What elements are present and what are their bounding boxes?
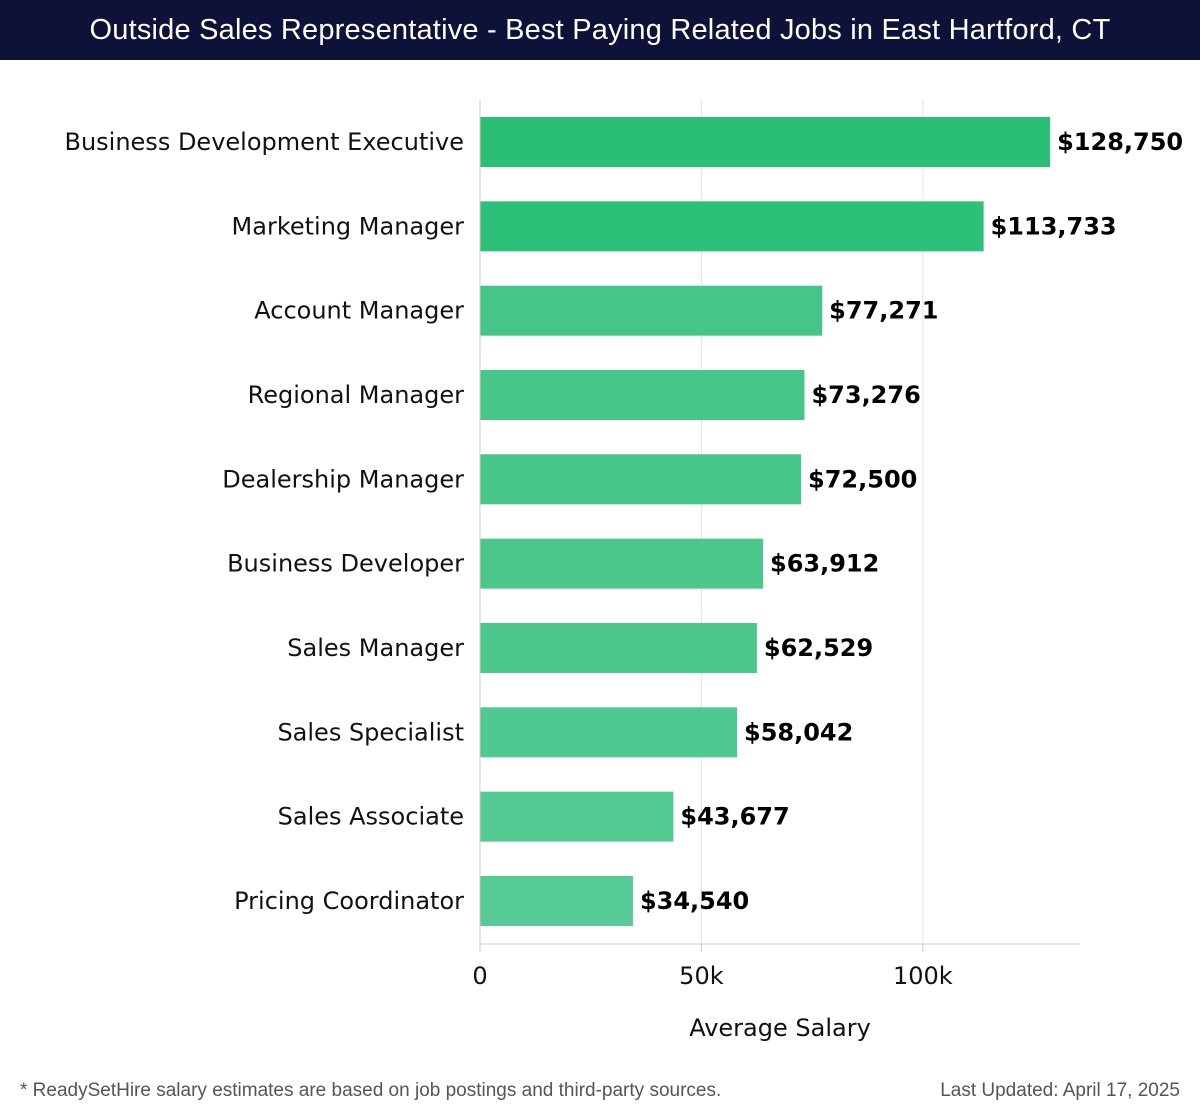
- bar: [480, 538, 764, 589]
- x-axis: 0 50k 100k Average Salary: [472, 100, 1080, 1042]
- bars: [480, 117, 1051, 926]
- value-label: $34,540: [640, 887, 749, 915]
- last-updated: Last Updated: April 17, 2025: [940, 1080, 1180, 1101]
- bar: [480, 622, 757, 673]
- value-label: $77,271: [829, 297, 938, 325]
- x-tick-label: 50k: [679, 962, 724, 990]
- x-tick-label: 0: [472, 962, 487, 990]
- x-axis-title: Average Salary: [689, 1014, 871, 1042]
- category-label: Business Developer: [227, 550, 464, 578]
- bar: [480, 369, 805, 420]
- value-label: $58,042: [744, 718, 853, 746]
- chart-title: Outside Sales Representative - Best Payi…: [0, 0, 1200, 60]
- category-label: Account Manager: [254, 297, 464, 325]
- bar: [480, 201, 984, 252]
- value-label: $113,733: [991, 212, 1117, 240]
- bar: [480, 454, 802, 505]
- value-label: $72,500: [808, 465, 917, 493]
- category-label: Sales Associate: [278, 803, 464, 831]
- x-tick-label: 100k: [893, 962, 953, 990]
- bar: [480, 791, 674, 842]
- footer-note: * ReadySetHire salary estimates are base…: [20, 1080, 722, 1101]
- value-label: $63,912: [770, 550, 879, 578]
- category-label: Pricing Coordinator: [234, 887, 464, 915]
- bar: [480, 117, 1051, 167]
- bar: [480, 707, 738, 758]
- bar: [480, 875, 633, 926]
- value-label: $43,677: [680, 803, 789, 831]
- category-label: Business Development Executive: [64, 128, 464, 156]
- category-label: Regional Manager: [248, 381, 464, 409]
- category-labels: Business Development Executive Marketing …: [64, 128, 464, 915]
- value-label: $128,750: [1057, 128, 1183, 156]
- category-label: Dealership Manager: [222, 465, 464, 493]
- bar-chart: Business Development Executive Marketing …: [64, 100, 1183, 1042]
- category-label: Marketing Manager: [232, 212, 465, 240]
- value-label: $73,276: [811, 381, 920, 409]
- value-label: $62,529: [764, 634, 873, 662]
- value-labels: $128,750 $113,733 $77,271 $73,276 $72,500 $63…: [640, 128, 1183, 915]
- category-label: Sales Specialist: [277, 718, 464, 746]
- category-label: Sales Manager: [287, 634, 464, 662]
- bar: [480, 285, 823, 336]
